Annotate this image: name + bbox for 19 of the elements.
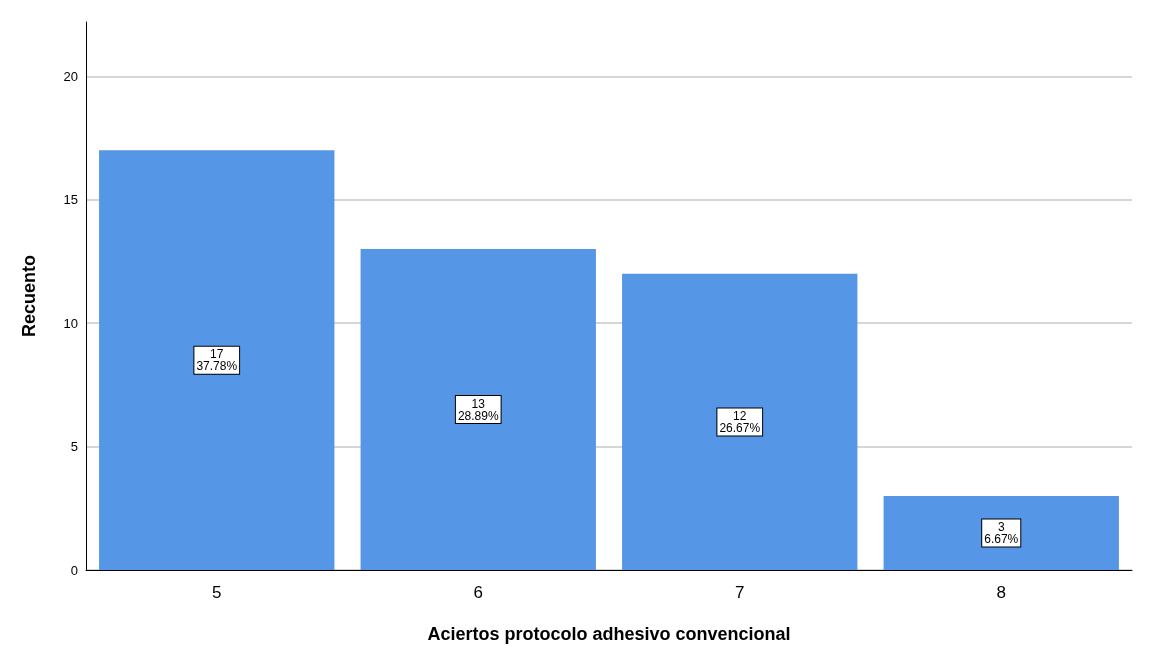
data-label: 17 37.78%	[196, 347, 238, 374]
y-tick-label: 20	[63, 68, 78, 84]
y-axis-title: Recuento	[19, 254, 39, 338]
bar	[622, 273, 858, 570]
x-axis-title: Aciertos protocolo adhesivo convencional	[427, 624, 791, 644]
x-tick-label: 6	[473, 583, 483, 602]
bar	[99, 150, 335, 570]
x-tick-label: 7	[735, 583, 745, 602]
y-tick-label: 10	[63, 315, 78, 331]
y-tick-label: 0	[70, 562, 78, 578]
bar	[883, 495, 1119, 570]
y-tick-label: 15	[63, 192, 78, 208]
x-tick-label: 5	[212, 583, 222, 602]
x-tick-label: 8	[996, 583, 1006, 602]
data-label: 12 26.67%	[719, 408, 761, 435]
y-tick-label: 5	[70, 439, 78, 455]
data-label: 3 6.67%	[984, 519, 1019, 546]
data-label: 13 28.89%	[457, 396, 499, 423]
bar	[360, 249, 596, 570]
